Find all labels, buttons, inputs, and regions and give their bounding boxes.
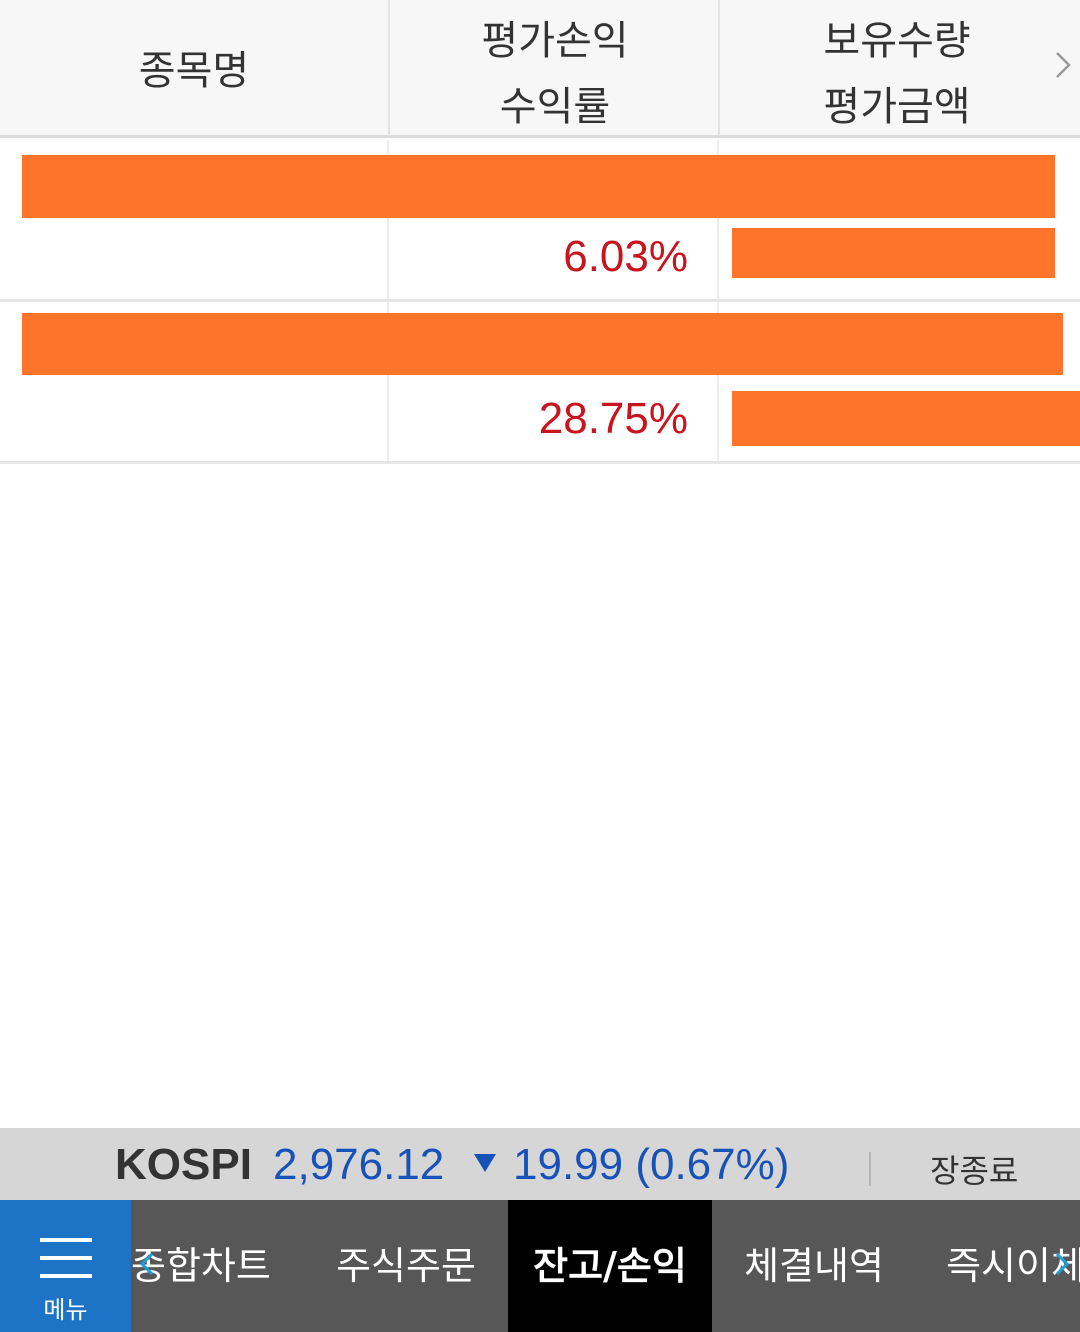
redaction-bar: [22, 313, 1063, 375]
redaction-bar: [22, 155, 1055, 218]
index-change: 19.99 (0.67%): [513, 1140, 790, 1189]
table-row[interactable]: 6.03%: [0, 140, 1080, 302]
column-divider: [387, 302, 389, 461]
ticker-divider: [869, 1152, 871, 1186]
column-divider: [717, 140, 719, 299]
index-value: 2,976.12: [273, 1140, 445, 1189]
redaction-bar: [732, 391, 1080, 446]
tab-instant-transfer[interactable]: 즉시이체: [946, 1244, 1080, 1288]
header-pnl-column[interactable]: 평가손익 수익률: [388, 0, 720, 136]
column-divider: [387, 140, 389, 299]
chevron-right-icon[interactable]: [1052, 50, 1074, 80]
header-pnl-label: 평가손익: [481, 18, 629, 64]
menu-button[interactable]: 메뉴: [0, 1200, 131, 1332]
redaction-bar: [732, 228, 1055, 278]
triangle-down-icon: [474, 1154, 496, 1172]
table-row[interactable]: 28.75%: [0, 302, 1080, 464]
header-stock-name[interactable]: 종목명: [0, 0, 388, 136]
holdings-table-header: 종목명 평가손익 수익률 보유수량 평가금액: [0, 0, 1080, 138]
header-valuation-label: 평가금액: [823, 84, 971, 130]
return-rate-value: 28.75%: [538, 394, 688, 443]
column-divider: [717, 302, 719, 461]
header-quantity-label: 보유수량: [823, 18, 971, 64]
hamburger-menu-icon: [40, 1238, 92, 1278]
chevron-left-icon[interactable]: [138, 1252, 156, 1276]
header-stock-name-label: 종목명: [138, 48, 250, 94]
index-ticker-bar[interactable]: KOSPI 2,976.12 19.99 (0.67%) 장종료: [0, 1128, 1080, 1200]
chevron-right-icon[interactable]: [1053, 1252, 1071, 1276]
index-name: KOSPI: [115, 1140, 252, 1189]
return-rate-value: 6.03%: [563, 232, 688, 281]
tab-overall-chart[interactable]: 종합차트: [131, 1244, 271, 1288]
tab-stock-order[interactable]: 주식주문: [336, 1244, 476, 1288]
bottom-nav: 메뉴 종합차트 주식주문 잔고/손익 체결내역 즉시이체: [0, 1200, 1080, 1332]
header-quantity-column[interactable]: 보유수량 평가금액: [718, 0, 1080, 136]
header-return-rate-label: 수익률: [499, 84, 611, 130]
tab-balance-pnl[interactable]: 잔고/손익: [508, 1200, 712, 1332]
market-status: 장종료: [930, 1152, 1019, 1190]
tab-execution-history[interactable]: 체결내역: [744, 1244, 884, 1288]
menu-label: 메뉴: [43, 1296, 88, 1324]
